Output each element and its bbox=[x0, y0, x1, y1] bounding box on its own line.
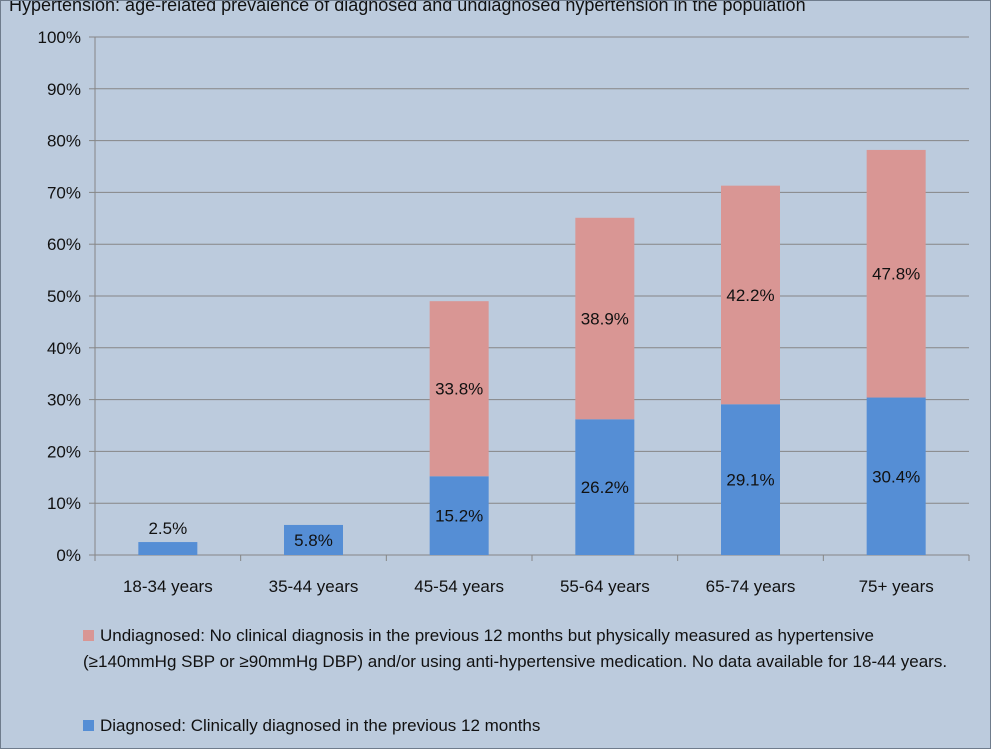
y-tick-label: 10% bbox=[47, 494, 81, 513]
y-tick-label: 40% bbox=[47, 339, 81, 358]
x-tick-label: 18-34 years bbox=[123, 577, 213, 596]
chart-header-text: Hypertension: age-related prevalence of … bbox=[9, 1, 806, 15]
data-label-diagnosed: 30.4% bbox=[872, 467, 920, 486]
legend-item-diagnosed: Diagnosed: Clinically diagnosed in the p… bbox=[83, 713, 963, 739]
y-tick-label: 100% bbox=[38, 28, 81, 47]
bar-undiagnosed bbox=[575, 217, 635, 420]
data-label-diagnosed: 15.2% bbox=[435, 507, 483, 526]
data-label-diagnosed: 5.8% bbox=[294, 531, 333, 550]
data-label-diagnosed: 2.5% bbox=[148, 519, 187, 538]
y-tick-label: 80% bbox=[47, 132, 81, 151]
legend-label-diagnosed: Diagnosed: Clinically diagnosed in the p… bbox=[100, 716, 541, 735]
data-label-undiagnosed: 33.8% bbox=[435, 380, 483, 399]
y-tick-label: 60% bbox=[47, 235, 81, 254]
bar-diagnosed bbox=[429, 476, 489, 555]
y-tick-label: 90% bbox=[47, 80, 81, 99]
y-tick-label: 0% bbox=[56, 546, 81, 565]
bar-diagnosed bbox=[138, 542, 198, 555]
x-tick-label: 75+ years bbox=[859, 577, 934, 596]
bar-diagnosed bbox=[284, 524, 343, 555]
x-tick-label: 55-64 years bbox=[560, 577, 650, 596]
y-tick-label: 30% bbox=[47, 391, 81, 410]
data-label-undiagnosed: 38.9% bbox=[581, 310, 629, 329]
data-label-undiagnosed: 42.2% bbox=[726, 286, 774, 305]
data-label-diagnosed: 26.2% bbox=[581, 478, 629, 497]
x-tick-label: 45-54 years bbox=[414, 577, 504, 596]
legend-swatch-undiagnosed bbox=[83, 630, 94, 641]
legend-label-undiagnosed: Undiagnosed: No clinical diagnosis in th… bbox=[83, 626, 948, 671]
bar-undiagnosed bbox=[866, 149, 926, 398]
legend-swatch-diagnosed bbox=[83, 720, 94, 731]
x-tick-label: 35-44 years bbox=[269, 577, 359, 596]
bar-undiagnosed bbox=[429, 301, 489, 477]
data-label-diagnosed: 29.1% bbox=[726, 471, 774, 490]
bar-diagnosed bbox=[575, 419, 635, 555]
bar-diagnosed bbox=[866, 397, 926, 555]
y-tick-label: 70% bbox=[47, 183, 81, 202]
stacked-bar-chart: Hypertension: age-related prevalence of … bbox=[9, 1, 970, 596]
bar-diagnosed bbox=[721, 404, 780, 555]
x-tick-label: 65-74 years bbox=[706, 577, 796, 596]
y-tick-label: 20% bbox=[47, 442, 81, 461]
y-tick-label: 50% bbox=[47, 287, 81, 306]
data-label-undiagnosed: 47.8% bbox=[872, 265, 920, 284]
legend-item-undiagnosed: Undiagnosed: No clinical diagnosis in th… bbox=[83, 623, 963, 675]
bar-undiagnosed bbox=[721, 185, 780, 405]
